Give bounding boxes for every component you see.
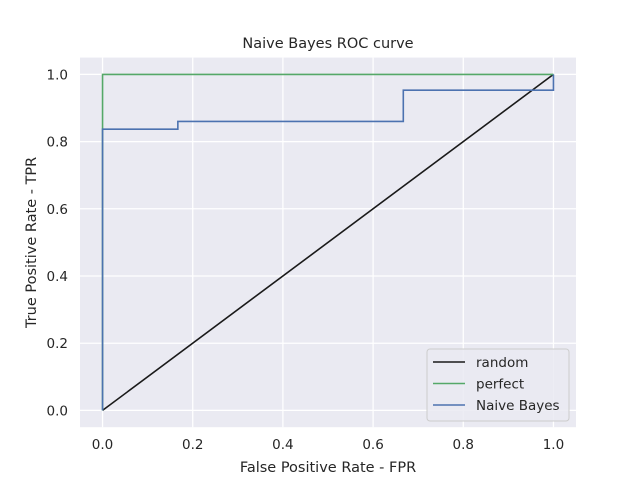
y-axis-label: True Positive Rate - TPR — [24, 157, 40, 329]
y-tick-label: 1.0 — [47, 67, 68, 83]
y-tick-label: 0.0 — [47, 403, 68, 419]
x-tick-label: 1.0 — [543, 437, 564, 453]
legend-label: Naive Bayes — [476, 398, 560, 414]
legend-label: random — [476, 355, 528, 371]
y-tick-label: 0.2 — [47, 336, 68, 352]
y-tick-label: 0.8 — [47, 135, 68, 151]
y-tick-label: 0.4 — [47, 269, 68, 285]
x-axis-label: False Positive Rate - FPR — [240, 460, 416, 476]
legend: random perfect Naive Bayes — [426, 348, 570, 422]
x-tick-label: 0.4 — [272, 437, 293, 453]
legend-label: perfect — [476, 377, 524, 393]
y-tick-labels: 0.0 0.2 0.4 0.6 0.8 1.0 — [47, 67, 68, 419]
x-tick-label: 0.6 — [362, 437, 383, 453]
x-tick-label: 0.8 — [453, 437, 474, 453]
x-tick-label: 0.0 — [92, 437, 113, 453]
y-tick-label: 0.6 — [47, 202, 68, 218]
x-tick-labels: 0.0 0.2 0.4 0.6 0.8 1.0 — [92, 437, 564, 453]
series-lines — [101, 73, 555, 412]
legend-box — [426, 348, 570, 422]
chart-title: Naive Bayes ROC curve — [242, 36, 413, 52]
x-tick-label: 0.2 — [182, 437, 203, 453]
series-line-random — [102, 73, 554, 412]
series-line-naive-bayes — [101, 74, 555, 411]
